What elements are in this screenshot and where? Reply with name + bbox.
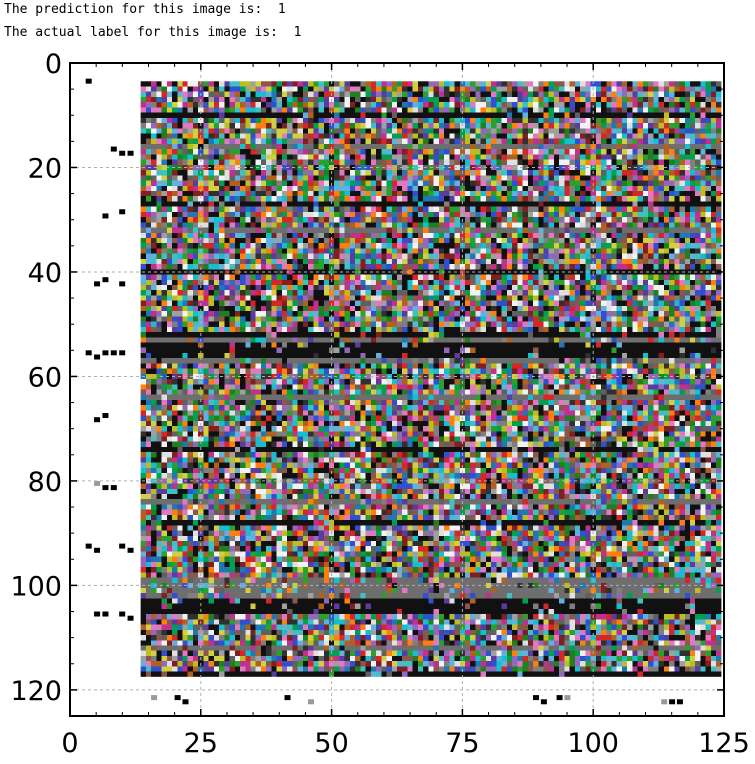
margin-glyph-mark [127,547,134,553]
axis-ticks: 0 25 50 75 100 125 0 20 40 60 80 100 120 [10,49,749,759]
margin-glyph-mark [119,209,126,215]
margin-glyph-mark [119,350,126,356]
margin-glyph-mark [119,543,126,549]
margin-glyph-mark [102,413,109,419]
y-tick-label: 20 [28,153,62,184]
bottom-glyph-mark [151,695,158,701]
x-tick-label: 100 [567,728,619,759]
margin-glyph-mark [110,350,117,356]
margin-glyph-mark [94,611,101,617]
margin-glyph-mark [94,480,101,486]
x-tick-label: 25 [184,728,218,759]
plot-frame [69,62,725,717]
margin-glyph-mark [102,213,109,219]
bottom-glyph-mark [284,695,291,701]
bottom-glyph-mark [533,695,540,701]
margin-glyph-mark [85,350,92,356]
margin-glyph-mark [102,485,109,491]
y-tick-label: 120 [10,676,62,707]
actual-label-output-line: The actual label for this image is: 1 [4,25,302,40]
margin-glyph-mark [85,543,92,549]
y-tick-label: 80 [28,467,62,498]
heatmap-image [140,81,722,677]
bottom-glyph-mark [556,695,563,701]
y-tick-label: 60 [28,362,62,393]
bottom-glyph-mark [174,695,181,701]
bottom-glyph-mark [564,695,571,701]
margin-glyph-mark [102,611,109,617]
margin-glyph-mark [127,150,134,156]
y-tick-label: 100 [10,571,62,602]
margin-glyph-mark [119,281,126,287]
margin-glyph-mark [85,78,92,84]
margin-glyph-mark [110,146,117,152]
heatmap-pixels [140,81,722,677]
prediction-output-line: The prediction for this image is: 1 [4,2,286,17]
margin-glyph-mark [119,611,126,617]
bottom-glyph-mark [182,699,189,705]
x-tick-label: 50 [314,728,348,759]
y-tick-label: 40 [28,258,62,289]
bottom-glyph-mark [540,699,547,705]
margin-glyph-mark [102,350,109,356]
margin-glyph-mark [94,547,101,553]
margin-glyph-mark [119,150,126,156]
margin-glyph-mark [94,281,101,287]
margin-glyph-mark [94,417,101,423]
x-tick-label: 125 [698,728,750,759]
y-tick-label: 0 [45,49,62,80]
margin-glyph-mark [110,485,117,491]
x-tick-label: 0 [61,728,78,759]
margin-glyph-mark [127,615,134,621]
left-margin-glyphs [85,78,683,705]
margin-glyph-mark [94,354,101,360]
x-tick-label: 75 [445,728,479,759]
margin-glyph-mark [102,277,109,283]
bottom-glyph-mark [308,699,315,705]
bottom-glyph-mark [661,699,668,705]
gridlines [70,62,724,716]
bottom-glyph-mark [669,699,676,705]
bottom-glyph-mark [676,699,683,705]
